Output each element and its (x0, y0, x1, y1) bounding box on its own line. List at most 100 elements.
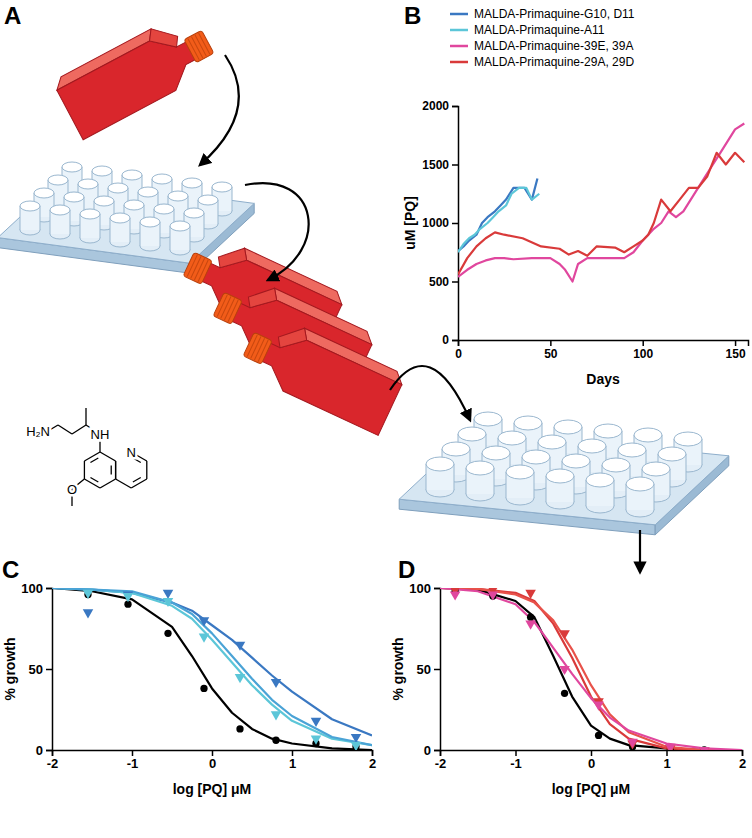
axis-line (434, 589, 441, 751)
tick: 100 (633, 340, 653, 361)
tube-top (482, 446, 510, 460)
axis-line (53, 751, 373, 757)
tick-label: -1 (127, 756, 139, 771)
flask-cap-ridge (194, 258, 204, 280)
tube-top (578, 439, 606, 453)
series-line (458, 153, 744, 275)
bond (131, 479, 147, 488)
point (559, 630, 570, 639)
tick-label: 100 (21, 581, 43, 596)
tick-mark (372, 750, 374, 756)
tube-top (170, 221, 190, 231)
flask-cap-ridge (254, 338, 264, 360)
tube-edge (702, 439, 703, 465)
bond (90, 458, 98, 463)
tube-edge (546, 476, 547, 502)
point (627, 739, 638, 748)
tick: 2 (369, 750, 376, 771)
bond (133, 477, 141, 482)
bond (84, 479, 100, 488)
point (450, 591, 461, 600)
flask-shoulder (145, 19, 182, 56)
point (351, 742, 362, 750)
bond (100, 479, 116, 488)
diagram: H₂NNHONA (0, 2, 729, 572)
point (272, 737, 279, 744)
tube-top (50, 205, 70, 215)
tube-top (442, 442, 470, 456)
tick: 500 (429, 275, 458, 289)
legend-swatch (450, 13, 468, 16)
tube-edge (686, 454, 687, 480)
tick-mark (452, 164, 458, 166)
bond (84, 461, 85, 479)
flask-cap (184, 30, 214, 62)
flask-cap-ridge (198, 260, 208, 282)
tick-label: 0 (209, 756, 216, 771)
tube-edge (70, 210, 71, 234)
tube-top (642, 462, 670, 476)
tube-top (124, 200, 144, 210)
tick-mark (452, 106, 458, 108)
tube-top (562, 454, 590, 468)
point (163, 598, 174, 607)
tick: 50 (29, 662, 52, 677)
axis-line (459, 341, 749, 347)
tick-mark (212, 750, 214, 756)
tube-edge (670, 469, 671, 495)
bond (84, 452, 100, 461)
point (351, 734, 362, 743)
tick: 1000 (422, 216, 458, 230)
tube-top (458, 427, 486, 441)
tick-mark (452, 281, 458, 283)
tube-top (658, 447, 686, 461)
tube-top (138, 187, 158, 197)
flask-cap-ridge (247, 335, 257, 357)
tube-top (182, 178, 202, 188)
tick: 1 (289, 750, 296, 771)
tube-edge (110, 218, 111, 242)
flask (237, 310, 406, 436)
x-axis-title: log [PQ] μM (173, 781, 252, 797)
tick: 50 (417, 662, 440, 677)
point (699, 747, 710, 750)
tube-top (20, 201, 40, 211)
y-axis: 050100 (409, 581, 440, 758)
point (665, 744, 676, 750)
tick-label: 2 (739, 756, 746, 771)
tube-edge (426, 464, 427, 490)
bond (116, 479, 132, 488)
bond (90, 477, 98, 482)
tube-top (168, 191, 188, 201)
flask-cap-ridge (221, 297, 231, 319)
tick-label: 0 (424, 743, 431, 758)
tube-top (514, 416, 542, 430)
legend-label: MALDA-Primaquine-29A, 29D (474, 55, 634, 69)
tube-top (184, 208, 204, 218)
figure: H₂NNHONA0501001500500100015002000BDaysuM… (0, 0, 752, 838)
point (527, 614, 534, 621)
arrow (200, 55, 239, 165)
flask-cap-ridge (228, 300, 238, 322)
tube-top (154, 204, 174, 214)
x-axis-title: log [PQ] μM (552, 781, 631, 797)
tick-label: -2 (435, 756, 447, 771)
legend-label: MALDA-Primaquine-G10, D11 (474, 7, 635, 21)
point (559, 666, 570, 675)
point (236, 725, 243, 732)
tick-mark (46, 669, 52, 671)
bond (111, 465, 112, 474)
chart: -2-1012050100Dlog [PQ] μM% growth (390, 556, 746, 797)
bond (85, 408, 86, 425)
arrow (639, 530, 641, 572)
point (561, 690, 568, 697)
point (311, 736, 322, 745)
y-axis: 0500100015002000 (422, 99, 458, 347)
tube-top (466, 461, 494, 475)
panel-label: D (398, 556, 415, 583)
x-axis: -2-1012 (47, 750, 376, 771)
flask-shoulder (275, 320, 311, 357)
panel-label: B (404, 2, 421, 29)
flask-cap-ridge (195, 35, 206, 56)
tick-label: 1500 (422, 158, 449, 172)
